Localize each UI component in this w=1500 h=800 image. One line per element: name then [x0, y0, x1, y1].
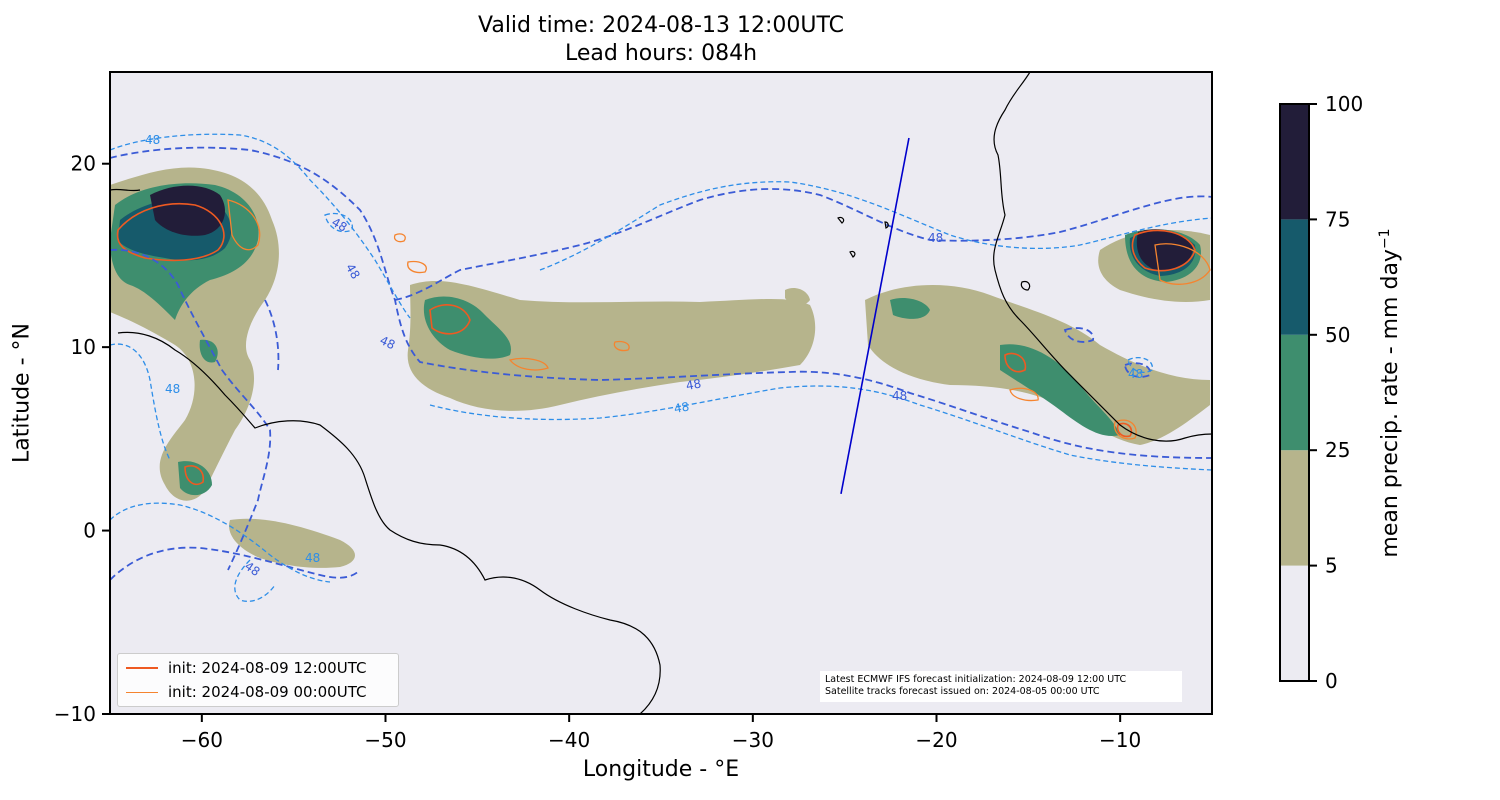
note-line-1: Latest ECMWF IFS forecast initialization…	[825, 674, 1127, 685]
colorbar-segment	[1280, 565, 1309, 681]
colorbar-tick-label: 50	[1325, 323, 1350, 347]
colorbar: 0 5 25 50 75 100	[1279, 92, 1363, 693]
x-tick-label: −10	[1099, 728, 1141, 752]
colorbar-label-superscript: −1	[1376, 228, 1393, 250]
colorbar-segment	[1280, 450, 1309, 566]
precip-field-75-100	[150, 185, 1193, 271]
coastline-island	[884, 221, 889, 229]
satellite-track	[840, 137, 910, 495]
contour-label: 48	[165, 382, 180, 396]
legend-label: init: 2024-08-09 00:00UTC	[168, 683, 367, 701]
x-tick-label: −20	[915, 728, 957, 752]
colorbar-label: mean precip. rate - mm day−1	[1377, 228, 1403, 557]
contour-label: 48	[685, 376, 702, 392]
contour-48-dark	[110, 146, 1212, 581]
x-axis: −60 −50 −40 −30 −20 −10	[181, 714, 1141, 752]
x-axis-label: Longitude - °E	[582, 757, 740, 782]
forecast-contours-00utc	[227, 199, 1211, 440]
colorbar-tick-label: 0	[1325, 669, 1338, 693]
legend-item: init: 2024-08-09 12:00UTC	[126, 657, 366, 679]
y-axis: −10 0 10 20	[54, 152, 110, 726]
coastline-caribbean	[110, 188, 141, 192]
legend-swatch-12utc	[126, 667, 158, 669]
forecast-info-note: Latest ECMWF IFS forecast initialization…	[820, 671, 1182, 702]
coastline-africa	[993, 72, 1212, 442]
y-tick-label: 10	[71, 335, 96, 359]
contour-label: 48	[343, 261, 363, 281]
colorbar-tick-label: 100	[1325, 92, 1363, 116]
colorbar-frame	[1279, 103, 1310, 682]
coastline-island	[837, 216, 845, 224]
legend-label: init: 2024-08-09 12:00UTC	[168, 659, 367, 677]
colorbar-segment	[1280, 334, 1309, 451]
colorbar-tick-label: 75	[1325, 207, 1350, 231]
contour-label: 48	[1128, 367, 1143, 381]
colorbar-tick-label: 25	[1325, 438, 1350, 462]
contour-label: 48	[305, 551, 320, 565]
colorbar-label-text: mean precip. rate - mm day	[1378, 249, 1404, 558]
contour-label: 48	[928, 231, 943, 245]
x-tick-label: −50	[364, 728, 406, 752]
y-tick-label: −10	[54, 702, 96, 726]
contour-label: 48	[892, 389, 907, 403]
colorbar-segment	[1280, 104, 1309, 220]
title-lead-hours: Lead hours: 084h	[564, 41, 758, 66]
coastline-south-america	[117, 331, 661, 714]
y-tick-label: 0	[83, 519, 96, 543]
colorbar-tick-label: 5	[1325, 554, 1338, 578]
y-tick-label: 20	[71, 152, 96, 176]
coastline-island	[849, 250, 856, 258]
contour-label: 48	[673, 399, 690, 415]
map-frame	[109, 71, 1213, 715]
contour-label: 48	[329, 215, 349, 235]
x-tick-label: −60	[181, 728, 223, 752]
legend-swatch-00utc	[126, 691, 158, 693]
title-valid-time: Valid time: 2024-08-13 12:00UTC	[478, 13, 844, 38]
colorbar-segment	[1280, 219, 1309, 335]
coastlines	[110, 72, 1212, 714]
x-tick-label: −40	[548, 728, 590, 752]
forecast-contours-12utc	[116, 202, 1196, 486]
contour-label: 48	[378, 333, 398, 352]
coastline-island	[1020, 280, 1031, 291]
contour-labels: 48 48 48 48 48 48 48 48 48 48 48 48	[145, 133, 1143, 579]
contour-label: 48	[145, 133, 160, 147]
note-line-2: Satellite tracks forecast issued on: 202…	[825, 686, 1100, 697]
y-axis-label: Latitude - °N	[9, 323, 35, 463]
legend: init: 2024-08-09 12:00UTC init: 2024-08-…	[117, 653, 399, 707]
x-tick-label: −30	[732, 728, 774, 752]
contour-48-light	[110, 133, 1212, 602]
legend-item: init: 2024-08-09 00:00UTC	[126, 681, 366, 703]
